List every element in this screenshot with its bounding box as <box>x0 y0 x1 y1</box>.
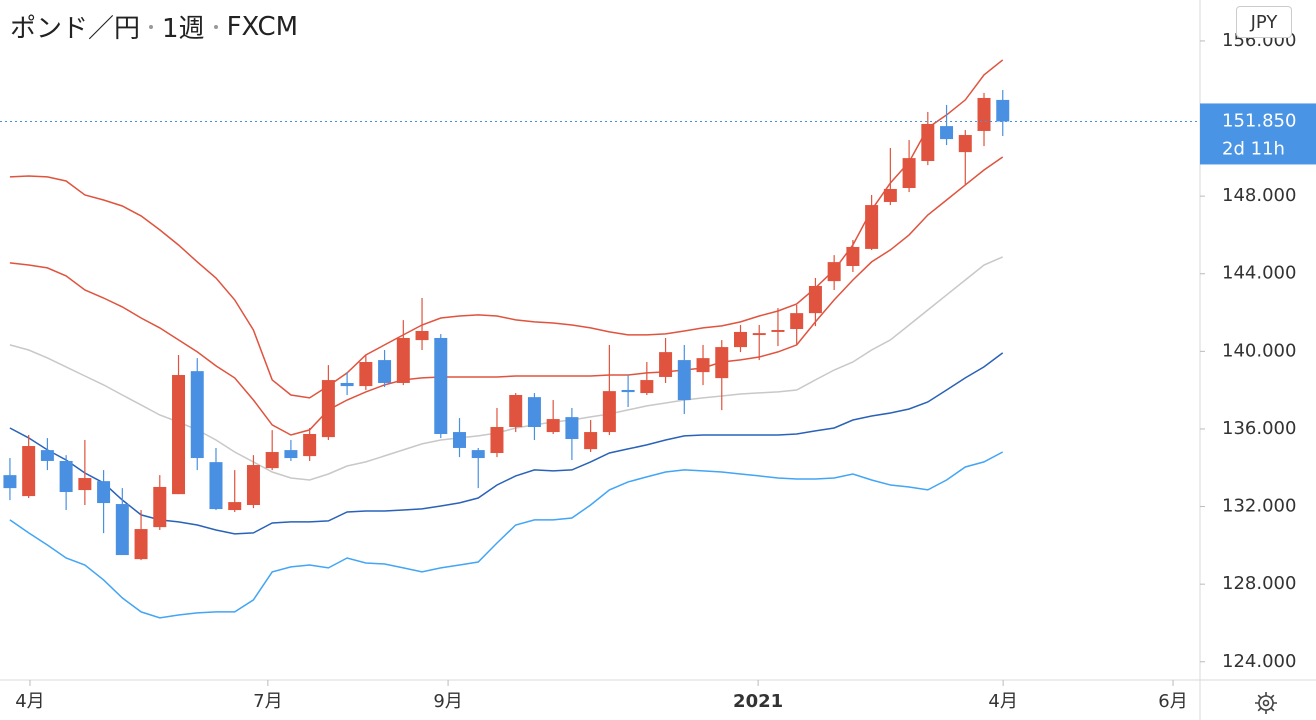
candle-body <box>996 99 1010 122</box>
candle-body <box>509 395 523 428</box>
band-line <box>9 59 1004 399</box>
gear-ring <box>1258 695 1274 711</box>
candle-body <box>153 486 167 528</box>
current-price-box <box>1200 103 1316 165</box>
candle-body <box>172 375 186 495</box>
candle-body <box>228 502 242 511</box>
settings-icon[interactable] <box>1255 692 1277 714</box>
candle-body <box>790 313 804 330</box>
candle-body <box>97 481 111 504</box>
y-tick-label: 140.000 <box>1222 340 1296 361</box>
separator <box>213 24 218 29</box>
candles <box>3 90 1010 561</box>
candle-body <box>865 205 879 249</box>
candle-body <box>902 158 916 188</box>
candle-body <box>921 123 935 162</box>
candle-body <box>284 450 298 459</box>
candle-body <box>415 330 429 341</box>
x-tick-label: 2021 <box>733 691 783 712</box>
candle-body <box>771 330 785 332</box>
candle-body <box>565 417 579 440</box>
x-tick-label: 6月 <box>1158 691 1187 712</box>
y-tick-label: 128.000 <box>1222 573 1296 594</box>
separator <box>149 24 154 29</box>
candle-body <box>940 126 954 140</box>
candle-body <box>209 462 223 510</box>
countdown-label: 2d 11h <box>1222 138 1285 159</box>
candle-body <box>190 371 204 459</box>
candle-body <box>78 478 92 491</box>
candle-body <box>115 504 129 556</box>
candle-body <box>434 337 448 434</box>
candle-body <box>22 446 36 497</box>
x-tick-label: 9月 <box>433 691 462 712</box>
candle-body <box>40 450 54 461</box>
candle-body <box>359 362 373 387</box>
band-line <box>9 451 1004 619</box>
candle-body <box>134 529 148 560</box>
candle-body <box>378 360 392 383</box>
candle-body <box>546 419 560 433</box>
candle-body <box>340 382 354 387</box>
candle-body <box>977 97 991 131</box>
x-tick-label: 7月 <box>253 691 282 712</box>
gear-teeth <box>1255 692 1277 714</box>
x-tick-label: 4月 <box>15 691 44 712</box>
y-tick-label: 124.000 <box>1222 651 1296 672</box>
candle-body <box>602 391 616 433</box>
candle-body <box>677 360 691 401</box>
y-tick-label: 148.000 <box>1222 185 1296 206</box>
chart-header: ポンド／円 1週 FXCM <box>10 8 299 45</box>
candle-body <box>453 432 467 448</box>
current-price-label: 151.850 <box>1222 110 1296 131</box>
candle-body <box>808 285 822 314</box>
candle-body <box>621 389 635 393</box>
y-tick-label: 132.000 <box>1222 496 1296 517</box>
interval: 1週 <box>162 14 205 44</box>
candle-body <box>715 347 729 379</box>
candle-body <box>696 358 710 373</box>
candle-body <box>846 246 860 266</box>
candle-body <box>471 450 485 459</box>
candle-body <box>584 432 598 450</box>
y-tick-label: 144.000 <box>1222 263 1296 284</box>
candle-body <box>958 135 972 153</box>
candle-body <box>490 427 504 454</box>
candle-body <box>59 460 73 493</box>
candle-body <box>246 465 260 506</box>
candle-body <box>733 331 747 348</box>
candle-body <box>3 475 17 489</box>
band-line <box>9 256 1003 481</box>
candle-body <box>527 397 541 428</box>
candle-body <box>883 188 897 202</box>
candle-body <box>640 380 654 394</box>
gear-hub <box>1262 699 1270 707</box>
candle-body <box>659 352 673 377</box>
currency-button[interactable]: JPY <box>1236 6 1292 38</box>
candle-body <box>396 337 410 383</box>
symbol-title: ポンド／円 <box>10 14 141 44</box>
candle-body <box>303 433 317 457</box>
candle-body <box>827 262 841 282</box>
band-line <box>9 156 1004 436</box>
candle-body <box>321 380 335 438</box>
band-line <box>9 352 1004 535</box>
y-tick-label: 136.000 <box>1222 418 1296 439</box>
candle-body <box>752 333 766 336</box>
bands <box>9 59 1004 619</box>
x-tick-label: 4月 <box>988 691 1017 712</box>
source: FXCM <box>226 11 299 42</box>
candle-body <box>265 452 279 469</box>
